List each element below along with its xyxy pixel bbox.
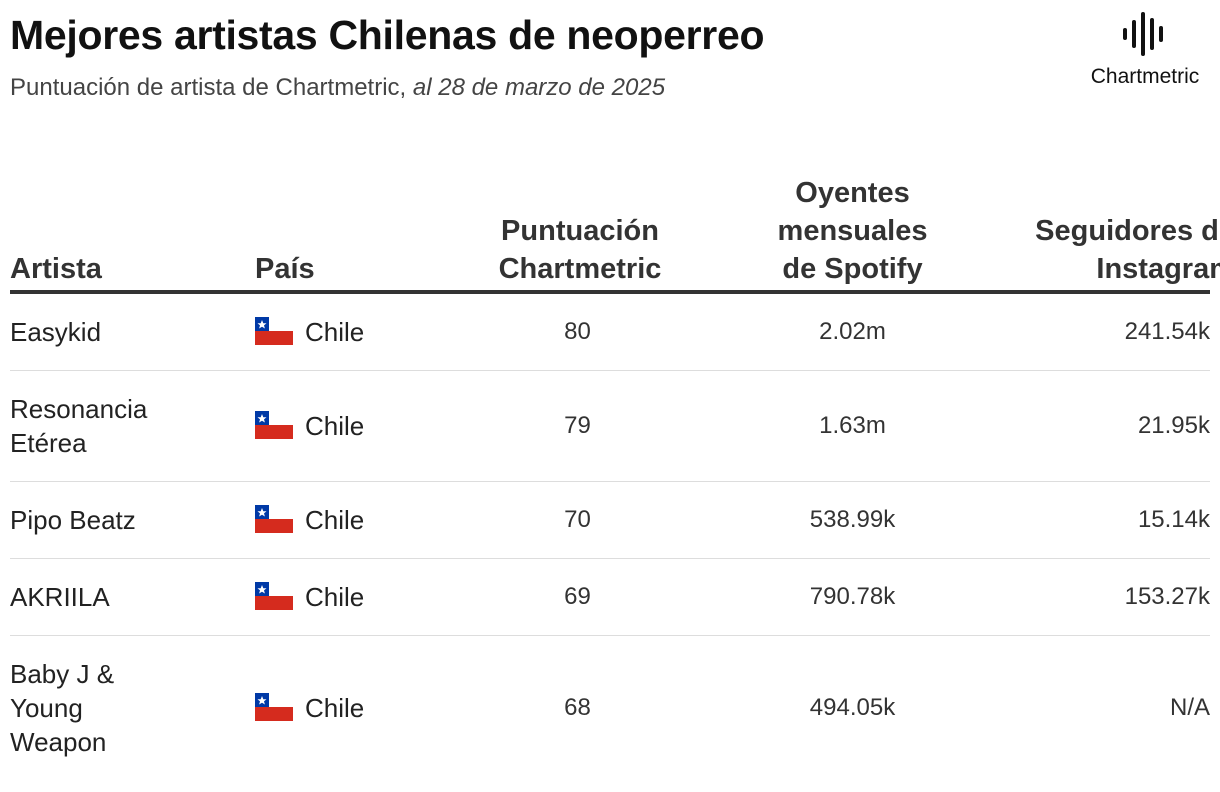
cell-text: 80 xyxy=(564,318,591,345)
table-row: Easykid Chile 80 2.02m 241.54k xyxy=(10,294,1210,371)
subtitle-date: al 28 de marzo de 2025 xyxy=(412,74,666,101)
subtitle-text: Puntuación de artista de Chartmetric, xyxy=(10,74,407,101)
cell-text: 69 xyxy=(564,583,591,610)
cell-text: Chile xyxy=(305,693,365,723)
table-header: Artista País Puntuación Chartmetric Oyentes… xyxy=(10,150,1220,294)
cell-text: 79 xyxy=(564,412,591,439)
cell-text: Resonancia Etérea xyxy=(10,394,148,458)
flag xyxy=(255,317,293,345)
cell: Chile xyxy=(255,294,485,370)
table-row: Pipo Beatz Chile 70 538.99k 15.14k xyxy=(10,482,1210,559)
cell: Pipo Beatz xyxy=(10,482,255,558)
table-row: Baby J & Young Weapon Chile 68 494.05k N/A xyxy=(10,636,1210,780)
cell: 2.02m xyxy=(670,294,1035,370)
column-header-text: Puntuación Chartmetric xyxy=(498,215,662,285)
column-header: Artista xyxy=(10,250,255,290)
cell: AKRIILA xyxy=(10,559,255,635)
cell-text: 494.05k xyxy=(809,694,896,721)
cell-text: 153.27k xyxy=(1124,583,1210,610)
cell-text: 15.14k xyxy=(1137,506,1210,533)
cell-text: 1.63m xyxy=(819,412,886,439)
column-header: Seguidores de Instagram xyxy=(1035,212,1220,290)
cell-text: 21.95k xyxy=(1137,412,1210,439)
cell: 68 xyxy=(485,670,670,746)
title: Mejores artistas Chilenas de neoperreo xyxy=(10,12,765,58)
column-header-text: Seguidores de Instagram xyxy=(1035,215,1220,285)
column-header: País xyxy=(255,250,485,290)
flag xyxy=(255,411,293,439)
table-row: Resonancia Etérea Chile 79 1.63m 21.95k xyxy=(10,371,1210,482)
cell: Easykid xyxy=(10,294,255,370)
cell-text: 790.78k xyxy=(809,583,896,610)
cell-text: Chile xyxy=(305,505,365,535)
cell: Chile xyxy=(255,670,485,746)
cell-text: 2.02m xyxy=(819,318,886,345)
cell: 69 xyxy=(485,559,670,635)
cell: N/A xyxy=(1035,670,1210,746)
cell-text: Chile xyxy=(305,411,365,441)
cell: 241.54k xyxy=(1035,294,1210,370)
logo-text: Chartmetric xyxy=(1090,65,1200,88)
cell: 153.27k xyxy=(1035,559,1210,635)
subtitle: Puntuación de artista de Chartmetric, al… xyxy=(10,74,665,102)
cell: 494.05k xyxy=(670,670,1035,746)
cell: Chile xyxy=(255,388,485,464)
column-header-text: Artista xyxy=(10,253,102,285)
cell-text: Chile xyxy=(305,317,365,347)
cell: Baby J & Young Weapon xyxy=(10,636,255,780)
cell: Chile xyxy=(255,559,485,635)
cell-text: Pipo Beatz xyxy=(10,505,136,535)
cell-text: Baby J & Young Weapon xyxy=(10,659,115,757)
cell: Chile xyxy=(255,482,485,558)
cell: 79 xyxy=(485,388,670,464)
flag xyxy=(255,505,293,533)
cell: 80 xyxy=(485,294,670,370)
table: Artista País Puntuación Chartmetric Oyentes… xyxy=(10,150,1220,780)
cell-text: 241.54k xyxy=(1124,318,1210,345)
cell-text: AKRIILA xyxy=(10,582,110,612)
cell-text: N/A xyxy=(1169,694,1210,721)
flag xyxy=(255,582,293,610)
cell-text: Chile xyxy=(305,582,365,612)
cell: 790.78k xyxy=(670,559,1035,635)
flag xyxy=(255,693,293,721)
cell-text: 538.99k xyxy=(809,506,896,533)
column-header: Oyentes mensuales de Spotify xyxy=(670,174,1035,290)
column-header-text: Oyentes mensuales de Spotify xyxy=(777,177,928,285)
column-header: Puntuación Chartmetric xyxy=(485,212,670,290)
cell: Resonancia Etérea xyxy=(10,371,255,481)
cell: 70 xyxy=(485,482,670,558)
cell: 538.99k xyxy=(670,482,1035,558)
cell: 1.63m xyxy=(670,388,1035,464)
cell-text: Easykid xyxy=(10,317,102,347)
logo-icon xyxy=(1123,12,1163,56)
logo: Chartmetric xyxy=(1080,8,1210,89)
cell-text: 68 xyxy=(564,694,591,721)
cell: 15.14k xyxy=(1035,482,1210,558)
column-header-text: País xyxy=(255,253,315,285)
cell-text: 70 xyxy=(564,506,591,533)
table-row: AKRIILA Chile 69 790.78k 153.27k xyxy=(10,559,1210,636)
cell: 21.95k xyxy=(1035,388,1210,464)
